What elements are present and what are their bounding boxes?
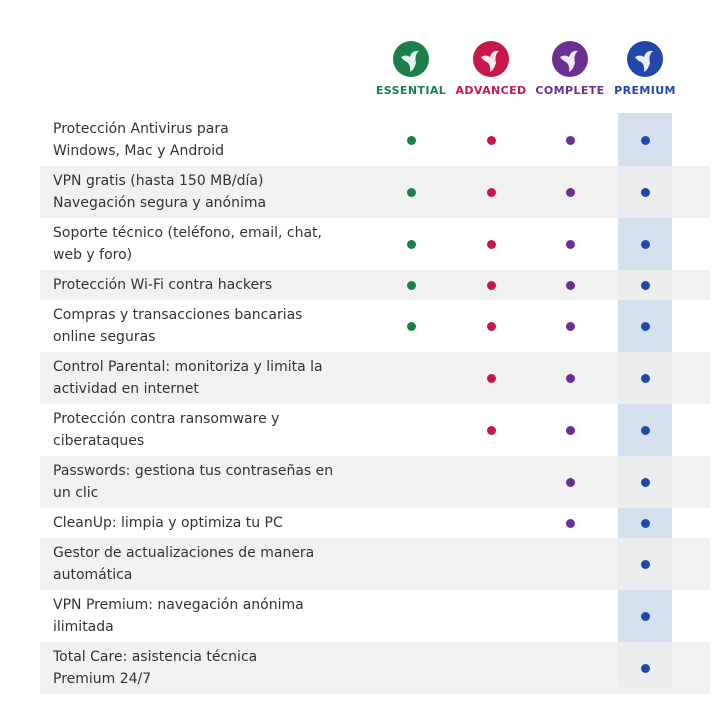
feature-row: CleanUp: limpia y optimiza tu PC (40, 508, 710, 538)
plan-name: PREMIUM (614, 84, 676, 97)
included-dot (406, 280, 416, 290)
icon-glyph (481, 50, 499, 72)
included-dot (640, 373, 650, 383)
feature-text: Control Parental: monitoriza y limita la… (53, 359, 323, 397)
feature-row: VPN Premium: navegación anónima ilimitad… (40, 590, 710, 642)
included-dot (406, 321, 416, 331)
feature-text: Soporte técnico (teléfono, email, chat, … (53, 225, 322, 263)
feature-text: VPN gratis (hasta 150 MB/día) Navegación… (53, 173, 267, 211)
included-dot (406, 135, 416, 145)
included-dot (486, 425, 496, 435)
included-dot (640, 239, 650, 249)
icon-glyph (401, 50, 419, 72)
feature-row: Passwords: gestiona tus contraseñas en u… (40, 456, 710, 508)
included-dot (640, 321, 650, 331)
plan-name: COMPLETE (535, 84, 605, 97)
included-dot (486, 321, 496, 331)
included-dot (640, 663, 650, 673)
included-dot (640, 559, 650, 569)
included-dot (565, 373, 575, 383)
included-dot (406, 239, 416, 249)
included-dot (486, 135, 496, 145)
included-dot (640, 477, 650, 487)
included-dot (640, 611, 650, 621)
included-dot (565, 321, 575, 331)
feature-text: Total Care: asistencia técnica Premium 2… (53, 649, 258, 687)
feature-row: Gestor de actualizaciones de manera auto… (40, 538, 710, 590)
feature-text: Protección Antivirus para Windows, Mac y… (53, 121, 229, 159)
plan-name: ADVANCED (455, 84, 527, 97)
included-dot (640, 280, 650, 290)
feature-row: Protección Wi-Fi contra hackers (40, 270, 710, 300)
included-dot (640, 135, 650, 145)
included-dot (565, 280, 575, 290)
feature-text: CleanUp: limpia y optimiza tu PC (53, 515, 283, 531)
plan-header: PREMIUM (605, 40, 685, 97)
feature-row: Total Care: asistencia técnica Premium 2… (40, 642, 710, 694)
included-dot (486, 239, 496, 249)
included-dot (565, 477, 575, 487)
feature-row: Protección contra ransomware y ciberataq… (40, 404, 710, 456)
plan-icon (552, 41, 588, 77)
feature-row: Compras y transacciones bancarias online… (40, 300, 710, 352)
feature-text: Compras y transacciones bancarias online… (53, 307, 303, 345)
included-dot (486, 373, 496, 383)
plan-header: COMPLETE (530, 40, 610, 97)
plan-icon (627, 41, 663, 77)
feature-row: VPN gratis (hasta 150 MB/día) Navegación… (40, 166, 710, 218)
included-dot (565, 425, 575, 435)
feature-text: VPN Premium: navegación anónima ilimitad… (53, 597, 304, 635)
included-dot (565, 518, 575, 528)
included-dot (640, 518, 650, 528)
feature-rows: Protección Antivirus para Windows, Mac y… (40, 114, 710, 694)
feature-row: Protección Antivirus para Windows, Mac y… (40, 114, 710, 166)
plan-name: ESSENTIAL (375, 84, 447, 97)
included-dot (565, 135, 575, 145)
icon-glyph (560, 50, 578, 72)
icon-glyph (635, 50, 653, 72)
included-dot (565, 187, 575, 197)
plan-header: ADVANCED (451, 40, 531, 97)
plan-header: ESSENTIAL (371, 40, 451, 97)
plan-icon (393, 41, 429, 77)
plan-icon (473, 41, 509, 77)
included-dot (486, 187, 496, 197)
included-dot (486, 280, 496, 290)
feature-text: Protección contra ransomware y ciberataq… (53, 411, 280, 449)
feature-text: Protección Wi-Fi contra hackers (53, 277, 273, 293)
feature-row: Control Parental: monitoriza y limita la… (40, 352, 710, 404)
included-dot (406, 187, 416, 197)
feature-row: Soporte técnico (teléfono, email, chat, … (40, 218, 710, 270)
included-dot (640, 187, 650, 197)
feature-text: Gestor de actualizaciones de manera auto… (53, 545, 315, 583)
included-dot (640, 425, 650, 435)
feature-text: Passwords: gestiona tus contraseñas en u… (53, 463, 334, 501)
included-dot (565, 239, 575, 249)
